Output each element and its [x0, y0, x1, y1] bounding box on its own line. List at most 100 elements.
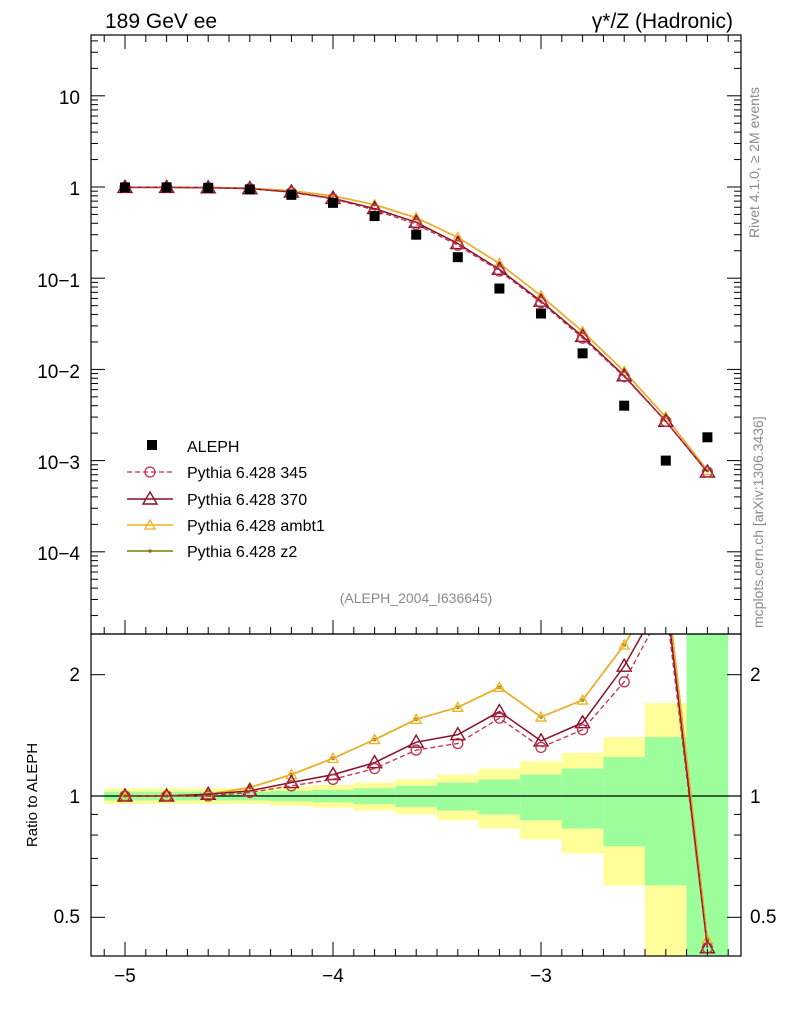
main-point-ambt1	[493, 257, 506, 269]
main-point-aleph	[536, 308, 546, 319]
legend-label-p370: Pythia 6.428 370	[187, 492, 307, 509]
axes: 10 1 10−1 10−2 10−3 10−4 0.5 1 2 0.5 1 2…	[24, 34, 776, 987]
legend-marker-p345	[144, 466, 156, 478]
ratio-point-ambt1	[368, 733, 381, 745]
legend-marker-p370	[141, 490, 159, 505]
chart-title-right: γ*/Z (Hadronic)	[592, 10, 733, 33]
main-point-p370	[615, 367, 633, 382]
main-point-aleph	[411, 229, 422, 240]
rivet-version-label: Rivet 4.1.0, ≥ 2M events	[746, 87, 762, 238]
legend-marker-ambt1	[143, 518, 157, 530]
legend-label-aleph: ALEPH	[187, 439, 239, 456]
ratio-point-p345	[160, 790, 173, 802]
legend-marker-aleph	[147, 440, 157, 450]
main-point-p370	[532, 292, 550, 307]
main-point-ambt1	[534, 289, 548, 301]
main-point-p345	[701, 466, 714, 478]
ratio-line-p370	[125, 634, 709, 948]
main-point-p345	[452, 239, 464, 251]
main-series	[116, 179, 716, 478]
y-tick-label-1e-1: 10−1	[37, 271, 80, 292]
ratio-point-ambt1	[410, 712, 423, 724]
ratio-line-p345	[125, 634, 709, 948]
ratio-y-tick-label-right-2: 2	[750, 665, 761, 686]
ratio-y-tick-label-right-1: 1	[750, 787, 761, 808]
legend-label-ambt1: Pythia 6.428 ambt1	[187, 518, 325, 535]
ratio-point-p370	[532, 732, 550, 747]
x-tick-label-minus3: −3	[530, 966, 552, 987]
y-tick-label-1e-2: 10−2	[37, 362, 80, 383]
y-tick-label-10: 10	[59, 88, 80, 109]
ratio-point-ambt1	[534, 710, 548, 722]
main-point-p345	[535, 296, 547, 309]
source-label: mcplots.cern.ch [arXiv:1306.3436]	[750, 416, 766, 628]
ratio-point-ambt1	[576, 693, 589, 705]
inner-band-bin	[561, 768, 604, 829]
main-line-p345	[125, 186, 708, 473]
ratio-point-p345	[368, 762, 381, 775]
ratio-y-axis-label: Ratio to ALEPH	[24, 743, 41, 847]
main-point-aleph	[244, 184, 255, 195]
ratio-y-tick-label-0.5: 0.5	[54, 907, 80, 928]
y-tick-label-1e-4: 10−4	[37, 544, 80, 565]
ratio-point-ambt1	[326, 752, 340, 764]
ratio-point-ambt1	[285, 768, 298, 780]
ratio-y-tick-label-2: 2	[69, 665, 80, 686]
ratio-point-p345	[576, 724, 589, 736]
inner-band-bin	[520, 774, 562, 821]
x-tick-label-minus5: −5	[114, 966, 136, 987]
main-point-aleph	[286, 189, 297, 200]
ratio-point-p345	[244, 786, 256, 799]
legend-label-z2: Pythia 6.428 z2	[187, 544, 297, 561]
main-point-aleph	[577, 348, 588, 359]
legend-marker-z2	[148, 549, 152, 553]
legend-label-p345: Pythia 6.428 345	[187, 465, 307, 482]
inner-band-bin	[645, 737, 687, 886]
y-tick-label-1: 1	[69, 179, 80, 200]
ratio-point-ambt1	[618, 638, 631, 650]
y-tick-label-1e-3: 10−3	[37, 453, 80, 474]
ratio-uncertainty-bands	[104, 634, 729, 956]
ratio-point-p370	[366, 754, 383, 769]
analysis-id-label: (ALEPH_2004_I636645)	[340, 590, 493, 606]
ratio-y-tick-label-right-0.5: 0.5	[750, 907, 776, 928]
ratio-point-p370	[407, 733, 425, 748]
ratio-point-ambt1	[451, 700, 464, 712]
main-point-aleph	[120, 182, 130, 193]
ratio-point-p345	[618, 676, 630, 688]
main-point-aleph	[619, 400, 630, 411]
main-point-aleph	[161, 182, 172, 193]
legend: ALEPH Pythia 6.428 345 Pythia 6.428 370 …	[127, 439, 325, 561]
ratio-y-tick-label-1: 1	[69, 787, 80, 808]
ratio-point-p370	[615, 657, 633, 672]
ratio-point-p345	[493, 712, 506, 724]
main-point-p345	[618, 371, 630, 383]
main-point-p345	[493, 265, 506, 277]
main-point-p345	[410, 218, 422, 230]
inner-band-bin	[603, 756, 645, 847]
inner-band-bin	[478, 779, 521, 815]
ratio-point-p370	[574, 714, 591, 729]
ratio-line-ambt1	[125, 634, 709, 940]
inner-band-bin	[686, 634, 729, 956]
tick-marks	[91, 35, 741, 956]
ratio-point-p345	[452, 737, 464, 750]
main-point-p345	[576, 332, 589, 344]
main-point-aleph	[203, 182, 214, 193]
x-tick-label-minus4: −4	[322, 966, 344, 987]
ratio-point-p370	[449, 726, 467, 741]
main-point-aleph	[328, 197, 338, 208]
ratio-point-p345	[119, 790, 131, 802]
ratio-point-p345	[535, 741, 547, 754]
main-point-aleph	[494, 283, 505, 294]
ratio-point-p345	[202, 790, 214, 802]
main-point-p345	[660, 415, 672, 427]
chart-title-left: 189 GeV ee	[105, 10, 217, 33]
ratio-point-p345	[285, 780, 298, 792]
main-point-ambt1	[451, 231, 464, 243]
ratio-point-p370	[491, 703, 508, 718]
ratio-point-p345	[410, 744, 422, 756]
main-point-aleph	[452, 252, 463, 263]
main-point-aleph	[660, 455, 671, 466]
